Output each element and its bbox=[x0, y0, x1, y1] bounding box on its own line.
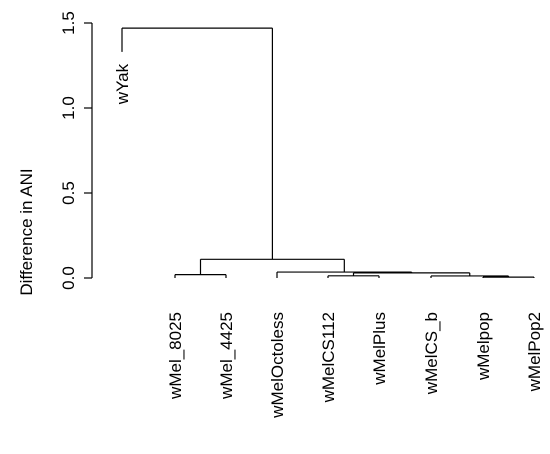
leaf-label-wmeloctoless: wMelOctoless bbox=[268, 312, 287, 419]
merge-node bbox=[482, 276, 535, 278]
leaf-label-wmelcs-b: wMelCS_b bbox=[422, 312, 441, 395]
y-axis: 0.0 0.5 1.0 1.5 bbox=[59, 11, 93, 290]
leaf-label-wmelpop: wMelpop bbox=[474, 312, 493, 381]
leaf-label-wmelplus: wMelPlus bbox=[370, 312, 389, 386]
merge-node bbox=[121, 27, 274, 260]
leaf-label-wmel-4425: wMel_4425 bbox=[217, 312, 236, 400]
merge-node bbox=[174, 274, 227, 278]
leaf-label-wyak: wYak bbox=[113, 63, 132, 105]
y-tick-label: 1.5 bbox=[59, 11, 78, 35]
y-tick-label: 0.5 bbox=[59, 181, 78, 205]
leaf-labels: wYak wMel_8025 wMel_4425 wMelOctoless wMelCS… bbox=[113, 63, 544, 418]
leaf-label-wmelcs112: wMelCS112 bbox=[319, 312, 338, 403]
y-tick-label: 0.0 bbox=[59, 266, 78, 290]
merge-node bbox=[327, 275, 380, 278]
dendrogram-tree bbox=[121, 27, 535, 278]
leaf-label-wmel-8025: wMel_8025 bbox=[166, 312, 185, 400]
leaf-label-wmelpop2: wMelPop2 bbox=[525, 312, 544, 392]
y-axis-label: Difference in ANI bbox=[17, 168, 36, 295]
y-tick-label: 1.0 bbox=[59, 96, 78, 120]
